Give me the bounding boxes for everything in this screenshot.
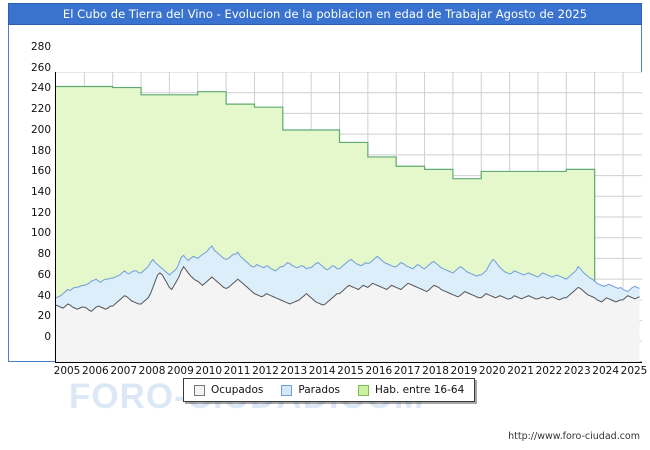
page-title: El Cubo de Tierra del Vino - Evolucion d… xyxy=(62,7,588,21)
x-axis-labels: 2005 2006 2007 2008 2009 2010 2011 2012 2013 2014… xyxy=(49,365,649,383)
y-axis-tick-label: 40 xyxy=(37,289,51,302)
source-url: http://www.foro-ciudad.com xyxy=(508,431,640,442)
x-axis-tick-label: 2013 xyxy=(280,365,308,377)
x-axis-tick-label: 2019 xyxy=(450,365,478,377)
plot-area: FORO-CIUDAD.COM xyxy=(55,72,642,363)
y-axis-tick-label: 260 xyxy=(30,61,51,74)
series-line-ocupados xyxy=(56,265,640,312)
legend-label: Hab. entre 16-64 xyxy=(374,384,465,396)
x-axis-tick-label: 2022 xyxy=(535,365,563,377)
x-axis-tick-label: 2017 xyxy=(393,365,421,377)
y-axis-tick-label: 0 xyxy=(44,331,51,343)
x-axis-tick-label: 2020 xyxy=(478,365,506,377)
x-axis-tick-label: 2007 xyxy=(110,365,138,377)
x-axis-tick-label: 2008 xyxy=(138,365,166,377)
y-axis-tick-label: 220 xyxy=(30,103,51,116)
plot-canvas xyxy=(55,72,642,363)
legend-label: Parados xyxy=(298,384,340,396)
y-axis-tick-label: 160 xyxy=(30,165,51,178)
y-axis-tick-label: 120 xyxy=(30,206,51,219)
legend-item: Ocupados xyxy=(194,384,263,396)
x-axis-tick-label: 2016 xyxy=(365,365,393,377)
chart-frame: FORO-CIUDAD.COM 0 20 40 60 80 100 120 140 160 180… xyxy=(8,25,647,416)
x-axis-tick-label: 2021 xyxy=(507,365,534,377)
x-axis-tick-label: 2018 xyxy=(422,365,449,377)
chart-legend: Ocupados Parados Hab. entre 16-64 xyxy=(183,378,476,402)
legend-swatch-icon xyxy=(357,384,369,396)
x-axis-tick-label: 2009 xyxy=(167,365,194,377)
series-line-parados xyxy=(56,245,640,299)
y-axis-tick-label: 80 xyxy=(37,248,51,261)
y-axis-tick-label: 60 xyxy=(37,268,51,281)
y-axis-tick-label: 140 xyxy=(30,186,51,198)
y-axis-tick-label: 280 xyxy=(30,41,51,53)
y-axis-tick-label: 20 xyxy=(37,310,51,323)
x-axis-tick-label: 2006 xyxy=(81,365,109,377)
legend-label: Ocupados xyxy=(211,384,264,396)
y-axis-tick-label: 200 xyxy=(30,123,51,136)
y-axis-tick-label: 100 xyxy=(30,227,51,240)
y-axis-tick-label: 180 xyxy=(30,144,51,157)
window-title-bar: El Cubo de Tierra del Vino - Evolucion d… xyxy=(8,3,642,25)
x-axis-tick-label: 2010 xyxy=(195,365,223,377)
x-axis-tick-label: 2014 xyxy=(308,365,336,377)
x-axis-tick-label: 2024 xyxy=(592,365,620,377)
legend-swatch-icon xyxy=(281,384,293,396)
legend-item: Parados xyxy=(281,384,340,396)
legend-item: Hab. entre 16-64 xyxy=(357,384,465,396)
x-axis-tick-label: 2011 xyxy=(223,365,251,377)
y-axis-labels: 0 20 40 60 80 100 120 140 160 180 200 220 240 260 280 xyxy=(9,25,51,409)
series-line-habitantes xyxy=(56,85,642,362)
x-axis-tick-label: 2025 xyxy=(620,365,648,377)
chart-svg xyxy=(56,72,642,362)
x-axis-tick-label: 2012 xyxy=(252,365,279,377)
x-axis-tick-label: 2015 xyxy=(337,365,364,377)
series-area-ocupados xyxy=(56,266,640,362)
x-axis-tick-label: 2005 xyxy=(53,365,81,377)
y-axis-tick-label: 240 xyxy=(30,82,51,95)
legend-swatch-icon xyxy=(194,384,205,396)
x-axis-tick-label: 2023 xyxy=(563,365,591,377)
